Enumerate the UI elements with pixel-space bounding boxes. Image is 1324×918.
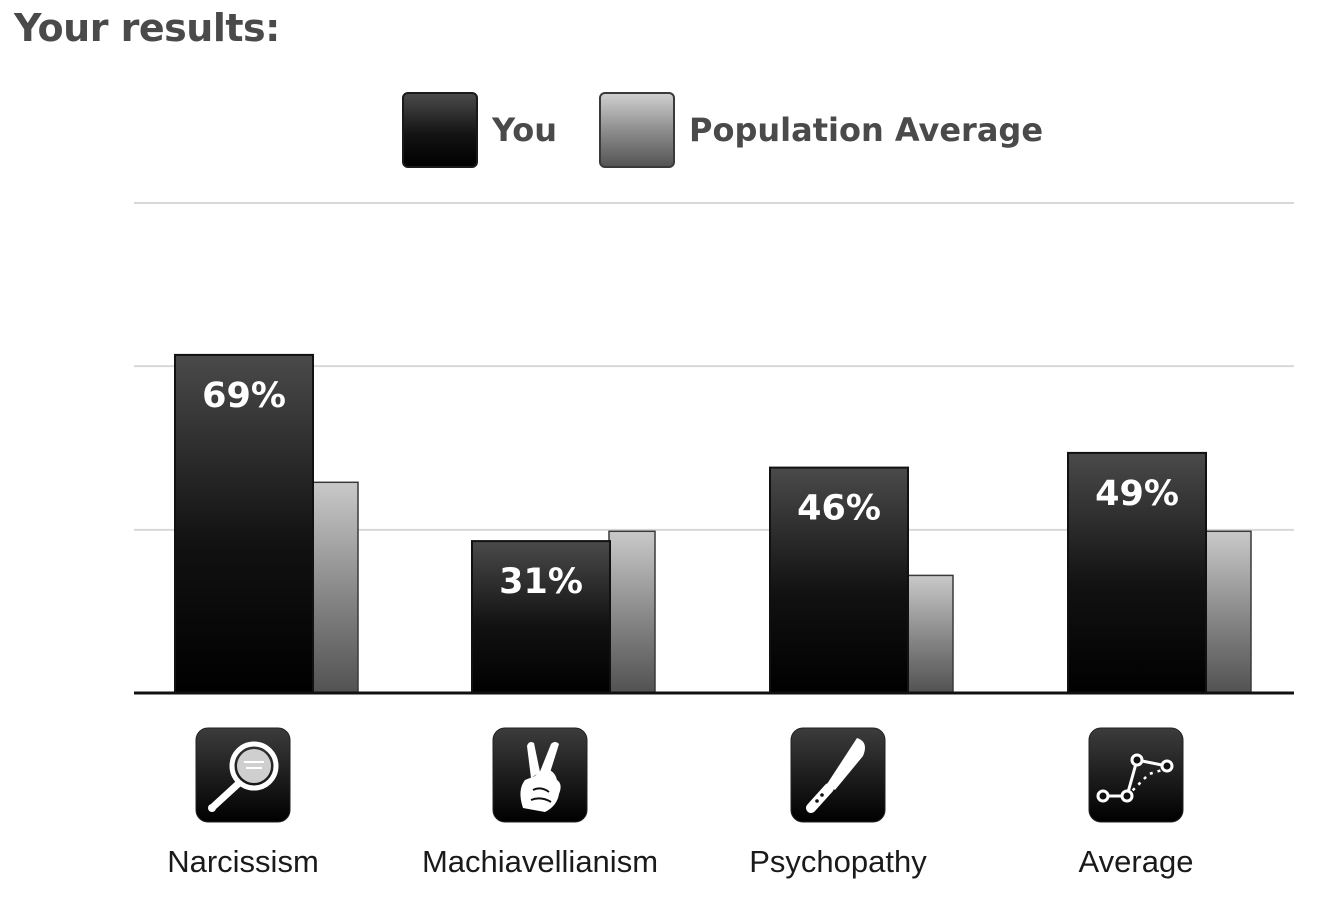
bar-you-machiavellianism <box>471 540 611 694</box>
category-label-narcissism: Narcissism <box>167 844 319 879</box>
legend-swatch-you <box>402 92 478 168</box>
category-label-psychopathy: Psychopathy <box>749 844 927 879</box>
crossed-fingers-icon <box>492 727 588 823</box>
category-icons <box>195 727 1184 823</box>
mirror-icon <box>195 727 291 823</box>
bar-you-narcissism <box>174 353 314 694</box>
category-labels: Narcissism Machiavellianism Psychopathy Ave… <box>167 844 1193 879</box>
data-label-average: 49% <box>1095 474 1179 514</box>
bar-population-machiavellianism <box>608 530 656 694</box>
data-label-machiavellianism: 31% <box>499 562 583 602</box>
legend-label-population: Population Average <box>689 111 1044 149</box>
legend-label-you: You <box>492 111 557 149</box>
data-label-psychopathy: 46% <box>797 489 881 529</box>
bars <box>174 353 1252 694</box>
bar-population-narcissism <box>311 481 359 694</box>
legend-item-you: You <box>402 92 557 168</box>
scatter-line-icon <box>1088 727 1184 823</box>
category-label-average: Average <box>1079 844 1194 879</box>
knife-icon <box>790 727 886 823</box>
chart-legend: You Population Average <box>402 90 1085 170</box>
page-title: Your results: <box>14 6 280 50</box>
data-label-narcissism: 69% <box>202 376 286 416</box>
data-labels: 69% 31% 46% 49% <box>202 376 1179 602</box>
category-label-machiavellianism: Machiavellianism <box>422 844 658 879</box>
legend-item-population: Population Average <box>599 92 1043 168</box>
bar-population-average <box>1204 530 1252 694</box>
legend-swatch-population <box>599 92 675 168</box>
bar-population-psychopathy <box>906 574 954 694</box>
